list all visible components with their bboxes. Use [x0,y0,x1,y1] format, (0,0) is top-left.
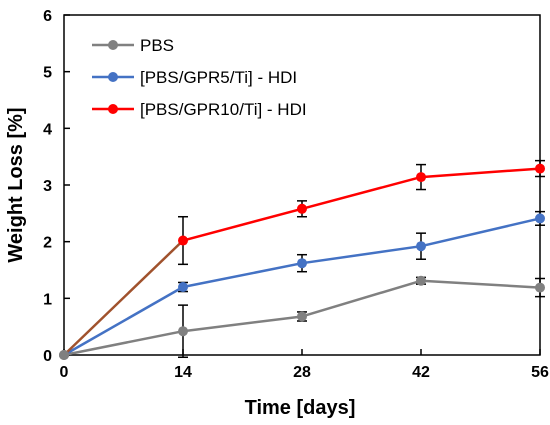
series-line-segment [63,285,184,357]
series-line-segment [182,261,303,289]
series-line-segment [420,279,541,289]
data-point [416,172,426,183]
y-tick-label: 0 [43,348,52,365]
series-line-segment [420,167,541,179]
legend-label: [PBS/GPR5/Ti] - HDI [140,68,297,87]
series-line-segment [63,329,184,357]
series-line-segment [301,279,422,318]
data-point [178,235,188,246]
series-layer [59,159,545,360]
y-tick-label: 3 [43,178,52,195]
series-line-segment [63,239,184,356]
data-point [178,326,188,337]
legend-marker [108,40,118,50]
x-tick-label: 0 [60,364,69,381]
data-point [297,203,307,214]
data-point [535,163,545,174]
x-tick-label: 42 [412,364,430,381]
legend: PBS [PBS/GPR5/Ti] - HDI [PBS/GPR10/Ti] - H… [92,36,307,119]
data-point [535,282,545,293]
legend-item-1: [PBS/GPR5/Ti] - HDI [92,68,297,87]
data-point [416,241,426,252]
legend-item-0: PBS [92,36,174,55]
x-tick-label: 14 [174,364,192,381]
x-tick-label: 56 [531,364,549,381]
data-point [535,213,545,224]
x-tick-label: 28 [293,364,311,381]
legend-marker [108,72,118,82]
data-point [59,350,69,360]
y-tick-label: 4 [43,121,52,138]
y-axis-title: Weight Loss [%] [5,107,27,262]
series-line-segment [420,217,541,248]
plot-frame [63,14,541,356]
y-tick-label: 1 [43,291,52,308]
data-point [297,311,307,322]
data-point [178,282,188,292]
y-tick-label: 6 [43,8,52,25]
legend-marker [108,104,118,114]
series-line-segment [301,175,422,211]
series-1 [59,210,545,360]
series-line-segment [301,244,422,265]
legend-label: PBS [140,36,174,55]
series-2 [59,159,545,360]
x-axis-title: Time [days] [245,397,356,419]
series-line-segment [182,315,303,333]
legend-item-2: [PBS/GPR10/Ti] - HDI [92,100,307,119]
legend-label: [PBS/GPR10/Ti] - HDI [140,100,307,119]
data-point [297,258,307,269]
series-line-segment [182,207,303,242]
data-point [416,275,426,286]
y-tick-label: 5 [43,65,52,82]
y-tick-label: 2 [43,235,52,252]
